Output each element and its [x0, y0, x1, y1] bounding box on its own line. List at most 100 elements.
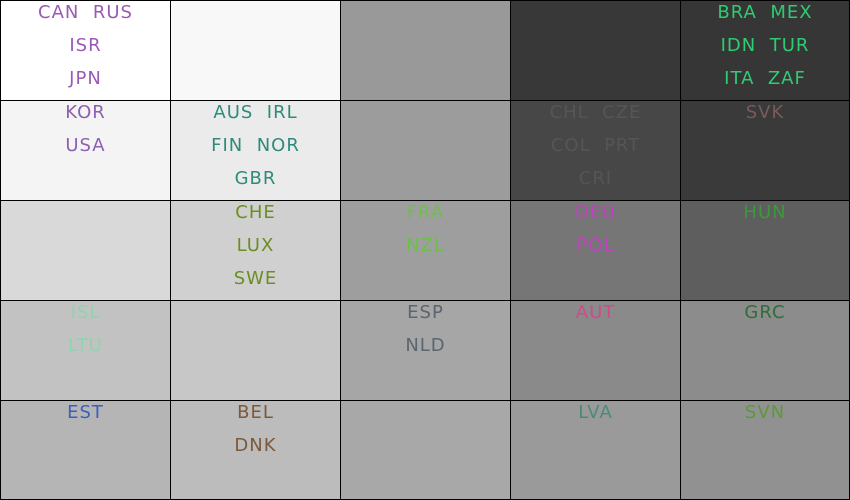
- country-label-aut: AUT: [575, 302, 616, 323]
- cell-labels: AUT: [511, 301, 680, 334]
- cell-labels: EST: [1, 401, 170, 434]
- cell-labels: ESP NLD: [341, 301, 510, 367]
- heatmap-cell-r2-c3: DEU POL: [510, 200, 681, 301]
- heatmap-cell-r2-c4: HUN: [680, 200, 850, 301]
- country-label-fra: FRA: [406, 202, 445, 223]
- heatmap-cell-r0-c1: [170, 0, 341, 101]
- cell-labels: SVK: [681, 101, 849, 134]
- heatmap-cell-r1-c4: SVK: [680, 100, 850, 201]
- cell-labels: CAN RUS ISR JPN: [1, 1, 170, 100]
- cell-label-line: ITA ZAF: [681, 67, 849, 100]
- cell-labels: BRA MEX IDN TUR ITA ZAF: [681, 1, 849, 100]
- heatmap-cell-r0-c4: BRA MEX IDN TUR ITA ZAF: [680, 0, 850, 101]
- cell-label-line: COL PRT: [511, 134, 680, 167]
- cell-label-line: LTU: [1, 334, 170, 367]
- country-label-ltu: LTU: [68, 335, 103, 356]
- country-label-usa: USA: [65, 135, 106, 156]
- cell-labels: AUS IRL FIN NOR GBR: [171, 101, 340, 200]
- country-label-dnk: DNK: [234, 435, 277, 456]
- cell-label-line: CAN RUS: [1, 1, 170, 34]
- country-label-pol: POL: [576, 235, 615, 256]
- cell-labels: KOR USA: [1, 101, 170, 167]
- heatmap-cell-r0-c0: CAN RUS ISR JPN: [0, 0, 171, 101]
- cell-label-line: KOR: [1, 101, 170, 134]
- cell-labels: ISL LTU: [1, 301, 170, 367]
- country-label-hun: HUN: [743, 202, 787, 223]
- country-label-deu: DEU: [574, 202, 617, 223]
- heatmap-cell-r1-c3: CHL CZE COL PRT CRI: [510, 100, 681, 201]
- cell-label-line: SVK: [681, 101, 849, 134]
- cell-labels: LVA: [511, 401, 680, 434]
- country-label-swe: SWE: [233, 268, 278, 289]
- cell-label-line: NLD: [341, 334, 510, 367]
- cell-label-line: FRA: [341, 201, 510, 234]
- cell-label-line: LUX: [171, 234, 340, 267]
- cell-label-line: IDN TUR: [681, 34, 849, 67]
- country-label-bra: BRA: [717, 2, 757, 23]
- country-label-cri: CRI: [578, 168, 613, 189]
- heatmap-cell-r1-c0: KOR USA: [0, 100, 171, 201]
- cell-label-line: CHE: [171, 201, 340, 234]
- cell-label-line: USA: [1, 134, 170, 167]
- cell-label-line: BRA MEX: [681, 1, 849, 34]
- cell-label-line: AUT: [511, 301, 680, 334]
- cell-label-line: FIN NOR: [171, 134, 340, 167]
- heatmap-cell-r4-c1: BEL DNK: [170, 400, 341, 500]
- cell-label-line: EST: [1, 401, 170, 434]
- country-label-lva: LVA: [578, 402, 613, 423]
- country-label-col: COL: [550, 135, 591, 156]
- cell-label-line: JPN: [1, 67, 170, 100]
- heatmap-cell-r2-c2: FRA NZL: [340, 200, 511, 301]
- country-label-est: EST: [67, 402, 104, 423]
- cell-label-line: NZL: [341, 234, 510, 267]
- heatmap-cell-r2-c0: [0, 200, 171, 301]
- cell-label-line: HUN: [681, 201, 849, 234]
- country-label-idn: IDN: [720, 35, 757, 56]
- cell-labels: BEL DNK: [171, 401, 340, 467]
- cell-label-line: ISR: [1, 34, 170, 67]
- cell-label-line: SWE: [171, 267, 340, 300]
- cell-label-line: CHL CZE: [511, 101, 680, 134]
- cell-labels: FRA NZL: [341, 201, 510, 267]
- country-label-irl: IRL: [266, 102, 298, 123]
- cell-label-line: DEU: [511, 201, 680, 234]
- cell-label-line: CRI: [511, 167, 680, 200]
- cell-labels: DEU POL: [511, 201, 680, 267]
- country-label-nzl: NZL: [406, 235, 445, 256]
- country-label-esp: ESP: [407, 302, 444, 323]
- country-label-prt: PRT: [604, 135, 641, 156]
- cell-label-line: BEL: [171, 401, 340, 434]
- country-label-gbr: GBR: [234, 168, 277, 189]
- country-label-kor: KOR: [65, 102, 106, 123]
- country-label-zaf: ZAF: [767, 68, 806, 89]
- country-label-svk: SVK: [745, 102, 785, 123]
- cell-label-line: DNK: [171, 434, 340, 467]
- country-label-lux: LUX: [236, 235, 275, 256]
- country-label-tur: TUR: [769, 35, 810, 56]
- heatmap-cell-r2-c1: CHE LUX SWE: [170, 200, 341, 301]
- cell-labels: CHL CZE COL PRT CRI: [511, 101, 680, 200]
- cell-labels: SVN: [681, 401, 849, 434]
- cell-label-line: GRC: [681, 301, 849, 334]
- heatmap-cell-r3-c2: ESP NLD: [340, 300, 511, 401]
- heatmap-cell-r4-c0: EST: [0, 400, 171, 500]
- cell-label-line: POL: [511, 234, 680, 267]
- heatmap-cell-r3-c0: ISL LTU: [0, 300, 171, 401]
- country-label-rus: RUS: [92, 2, 133, 23]
- heatmap-cell-r1-c1: AUS IRL FIN NOR GBR: [170, 100, 341, 201]
- heatmap-cell-r3-c1: [170, 300, 341, 401]
- country-label-grc: GRC: [744, 302, 786, 323]
- country-label-chl: CHL: [549, 102, 589, 123]
- cell-label-line: LVA: [511, 401, 680, 434]
- heatmap-cell-r3-c4: GRC: [680, 300, 850, 401]
- cell-label-line: AUS IRL: [171, 101, 340, 134]
- country-label-svn: SVN: [744, 402, 786, 423]
- country-label-nld: NLD: [405, 335, 446, 356]
- country-label-mex: MEX: [770, 2, 813, 23]
- country-label-isr: ISR: [69, 35, 102, 56]
- country-label-fin: FIN: [211, 135, 244, 156]
- country-label-che: CHE: [235, 202, 276, 223]
- country-label-nor: NOR: [256, 135, 300, 156]
- heatmap-cell-r0-c3: [510, 0, 681, 101]
